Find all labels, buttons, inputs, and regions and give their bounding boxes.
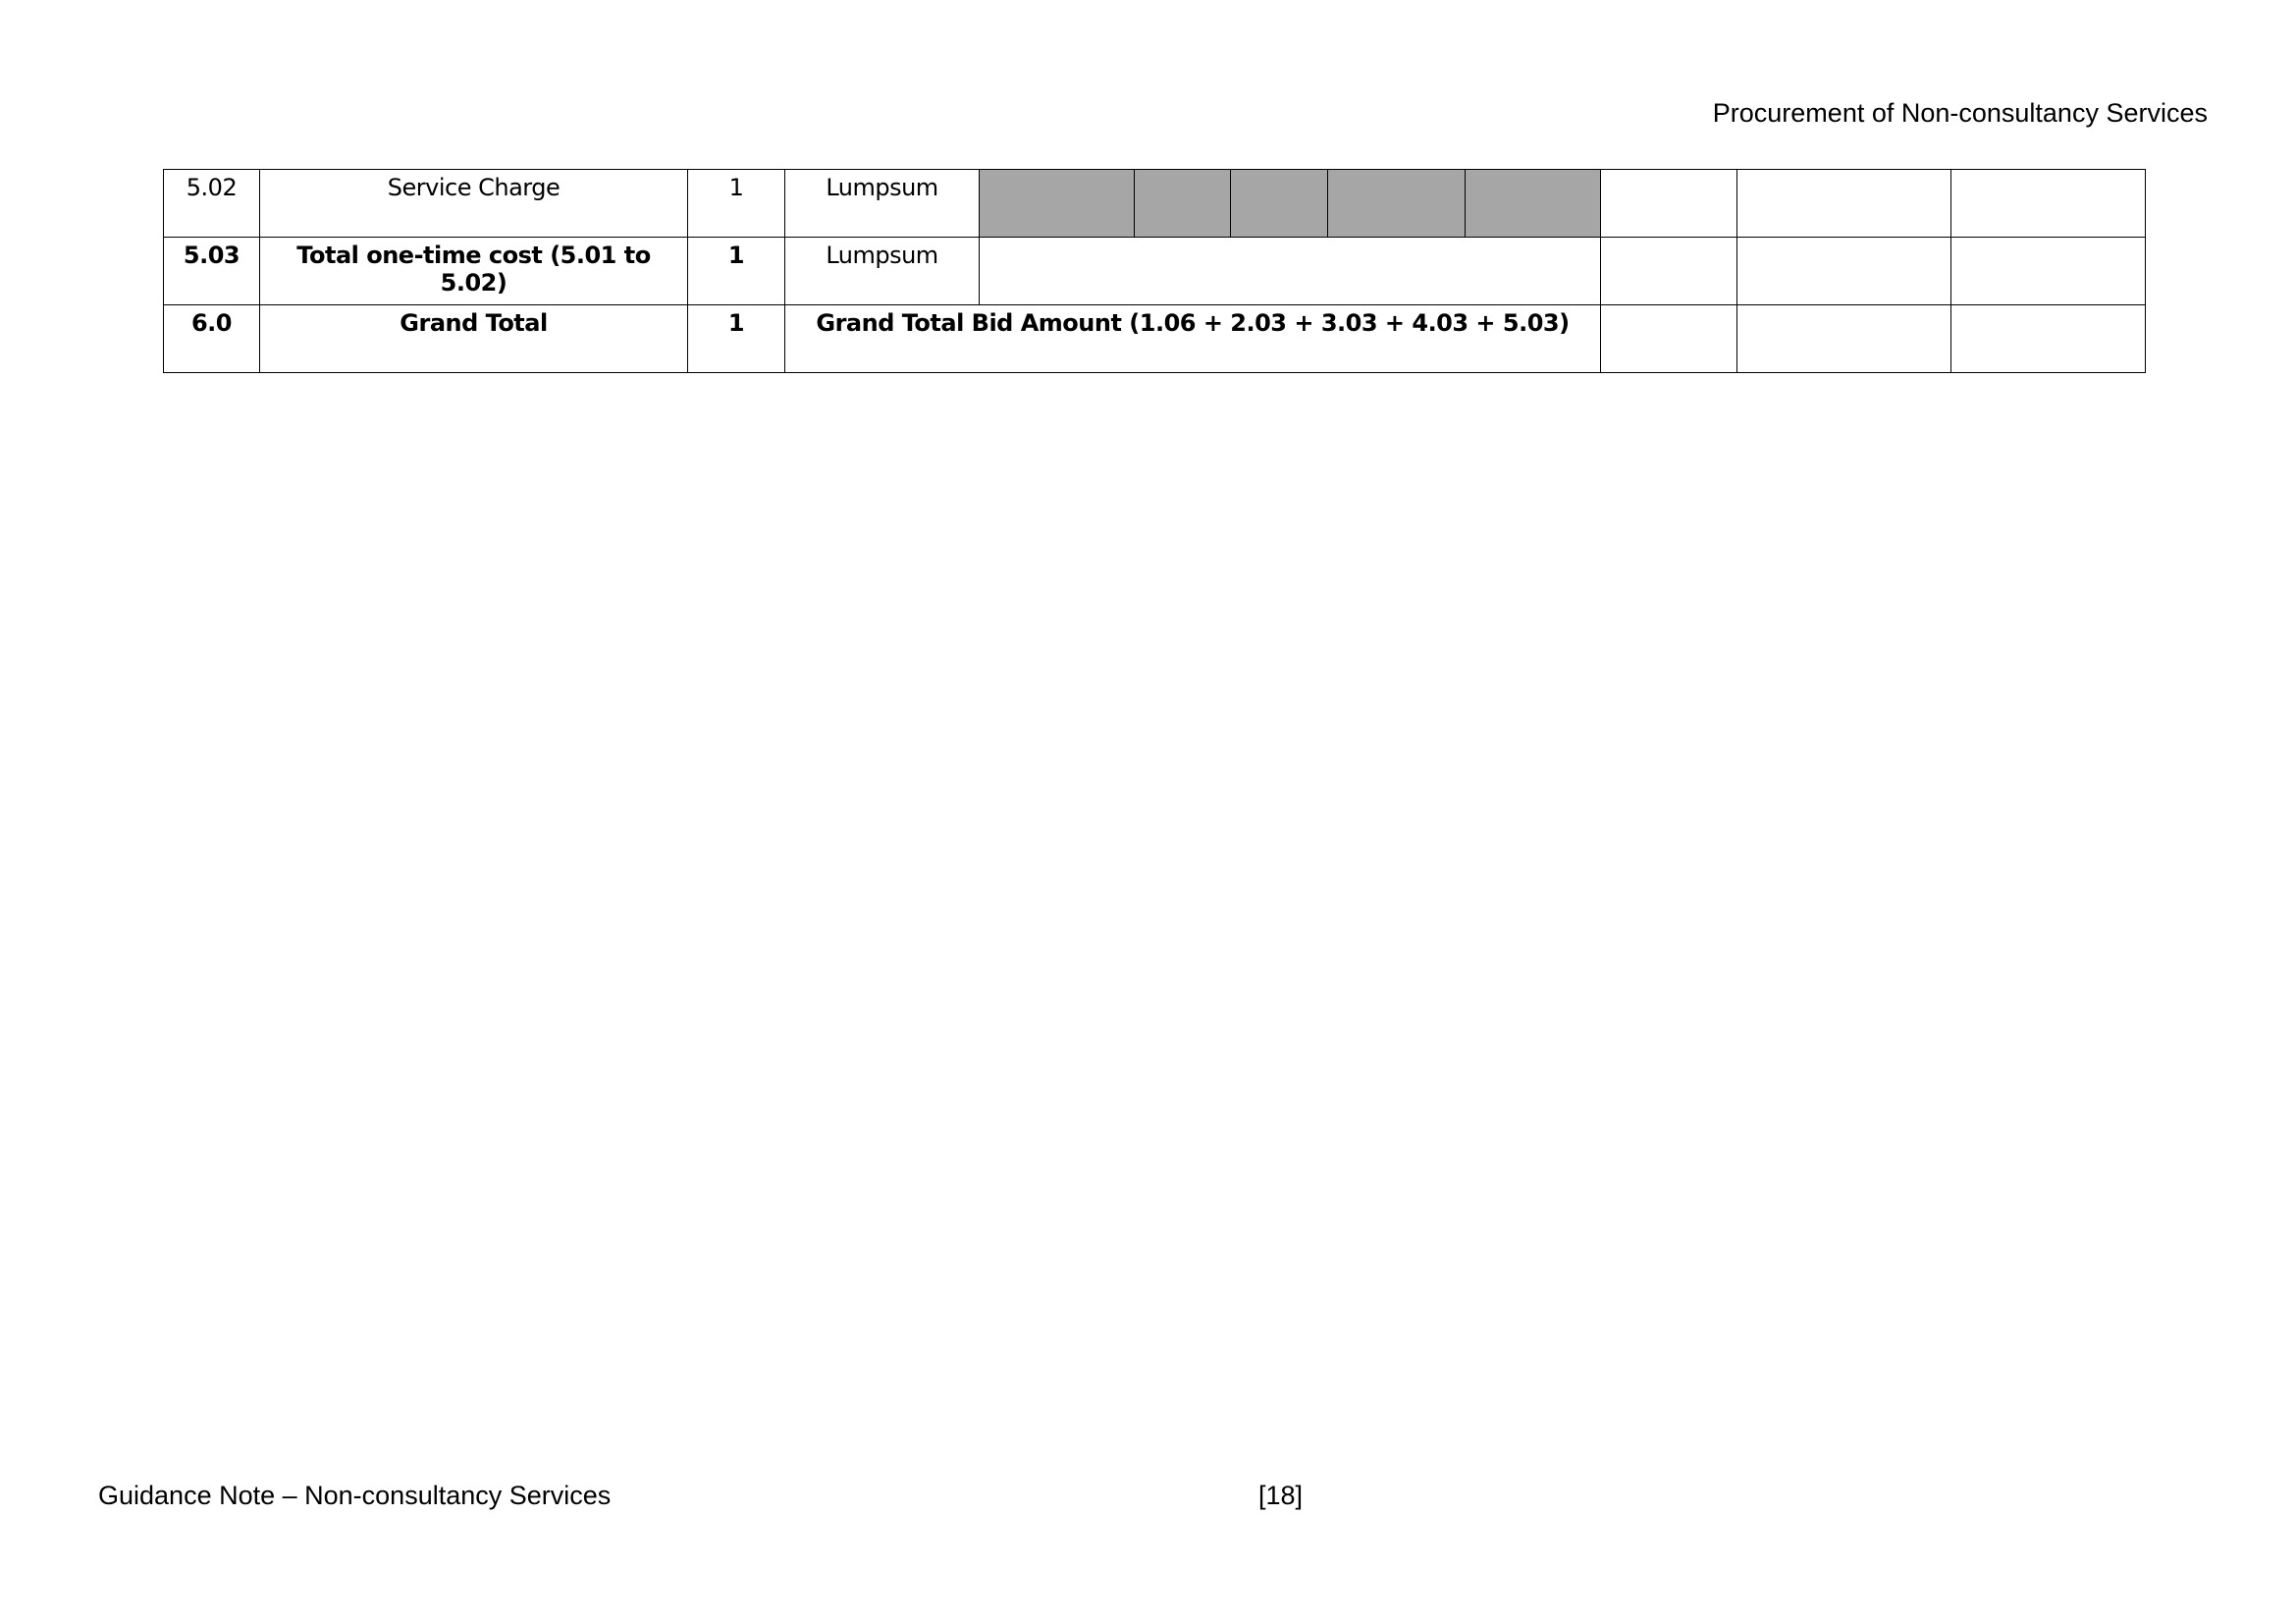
table-row: 6.0 Grand Total 1 Grand Total Bid Amount… [163, 304, 2146, 373]
item-description: Grand Total [259, 304, 688, 373]
item-unit: Lumpsum [784, 169, 980, 238]
empty-cell [1600, 169, 1737, 238]
shaded-cell [1134, 169, 1231, 238]
empty-merged-cell [979, 237, 1601, 305]
table-row: 5.03 Total one-time cost (5.01 to 5.02) … [163, 237, 2146, 305]
empty-cell [1736, 237, 1951, 305]
shaded-cell [979, 169, 1135, 238]
footer-title: Guidance Note – Non-consultancy Services [98, 1481, 612, 1510]
item-qty: 1 [687, 169, 785, 238]
page-header: Procurement of Non-consultancy Services [1712, 98, 2208, 128]
empty-cell [1600, 304, 1737, 373]
item-description: Service Charge [259, 169, 688, 238]
page-number: [18] [1258, 1481, 1304, 1510]
shaded-cell [1327, 169, 1466, 238]
item-no: 5.02 [163, 169, 260, 238]
item-unit: Lumpsum [784, 237, 980, 305]
empty-cell [1950, 237, 2146, 305]
item-qty: 1 [687, 237, 785, 305]
item-description: Total one-time cost (5.01 to 5.02) [259, 237, 688, 305]
empty-cell [1736, 169, 1951, 238]
item-no: 5.03 [163, 237, 260, 305]
grand-total-label: Grand Total Bid Amount (1.06 + 2.03 + 3.… [784, 304, 1601, 373]
empty-cell [1950, 304, 2146, 373]
item-no: 6.0 [163, 304, 260, 373]
shaded-cell [1230, 169, 1328, 238]
shaded-cell [1465, 169, 1601, 238]
table-row: 5.02 Service Charge 1 Lumpsum [163, 169, 2146, 238]
empty-cell [1600, 237, 1737, 305]
empty-cell [1950, 169, 2146, 238]
price-schedule-table: 5.02 Service Charge 1 Lumpsum 5.03 Total… [163, 169, 2146, 373]
empty-cell [1736, 304, 1951, 373]
item-qty: 1 [687, 304, 785, 373]
